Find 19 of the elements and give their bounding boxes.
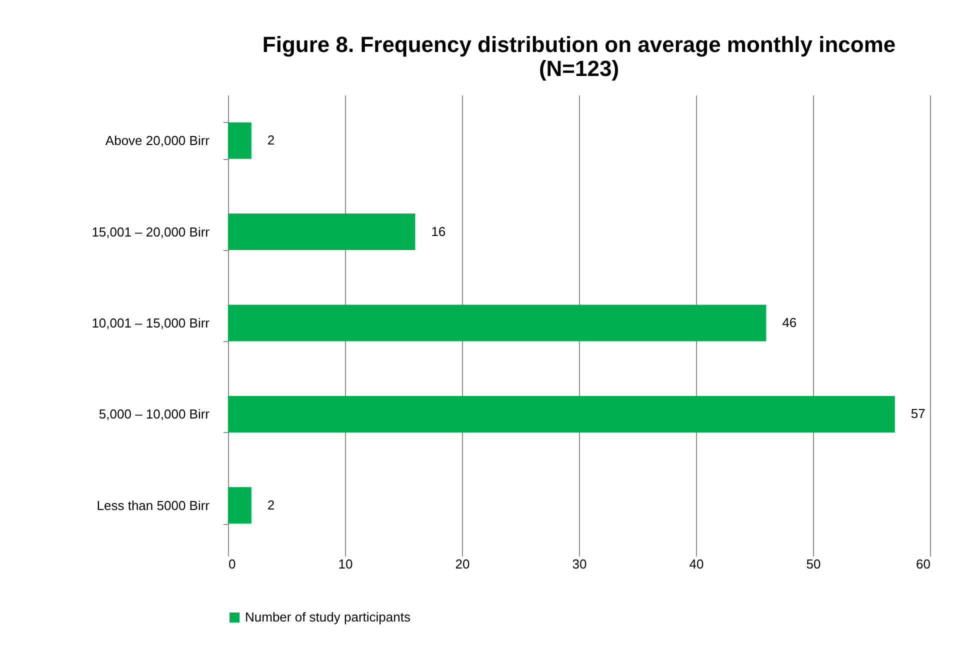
chart-title: Figure 8. Frequency distribution on average monthly income (N=123) [262, 32, 896, 81]
data-label: 2 [267, 132, 275, 148]
y-tick-label: 10,001 – 15,000 Birr [92, 316, 210, 330]
y-tick-label: Above 20,000 Birr [105, 133, 210, 148]
legend-label: Number of study participants [245, 610, 411, 624]
x-tick-label: 20 [455, 556, 470, 572]
data-label: 16 [431, 224, 446, 239]
data-label: 46 [782, 315, 797, 330]
x-tick-label: 10 [338, 556, 353, 572]
data-label: 2 [267, 497, 275, 512]
x-tick-label: 60 [916, 556, 930, 572]
y-tick-label: 15,001 – 20,000 Birr [92, 224, 210, 240]
y-tick-label: Less than 5000 Birr [96, 498, 210, 513]
y-tick-label: 5,000 – 10,000 Birr [98, 406, 210, 422]
x-tick-label: 50 [806, 556, 821, 572]
x-tick-label: 30 [572, 556, 587, 572]
x-tick-label: 40 [689, 556, 704, 572]
x-tick-label: 0 [228, 556, 236, 572]
data-label: 57 [910, 406, 926, 422]
